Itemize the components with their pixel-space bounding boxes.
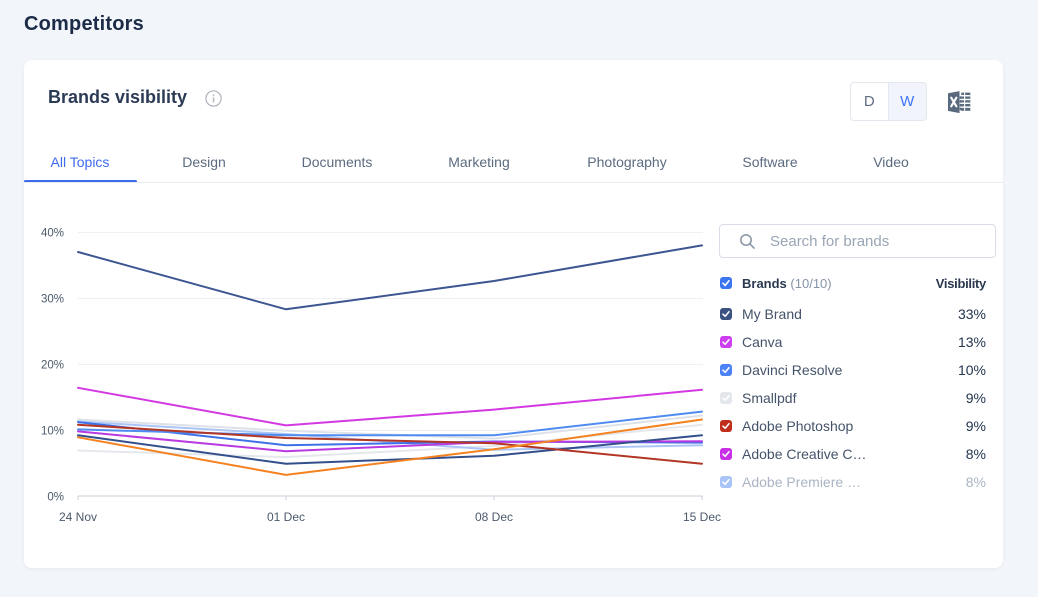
- svg-text:24 Nov: 24 Nov: [59, 510, 97, 524]
- svg-text:01 Dec: 01 Dec: [267, 510, 305, 524]
- svg-text:0%: 0%: [47, 492, 64, 504]
- svg-text:40%: 40%: [41, 228, 64, 240]
- svg-text:10%: 10%: [41, 426, 64, 438]
- svg-text:15 Dec: 15 Dec: [683, 510, 721, 524]
- svg-text:20%: 20%: [41, 360, 64, 372]
- svg-text:30%: 30%: [41, 294, 64, 306]
- svg-text:08 Dec: 08 Dec: [475, 510, 513, 524]
